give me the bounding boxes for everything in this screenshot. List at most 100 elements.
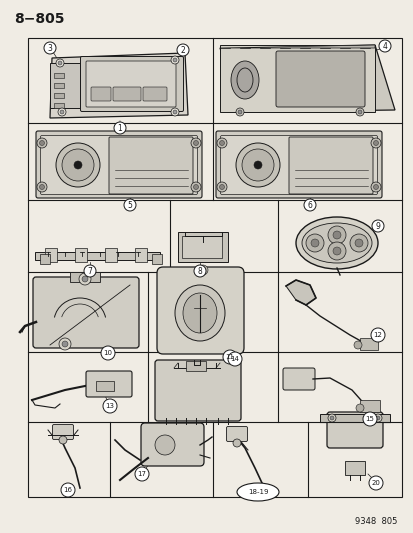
Circle shape	[114, 122, 126, 134]
FancyBboxPatch shape	[33, 277, 139, 348]
Bar	[54, 83, 64, 88]
Circle shape	[74, 161, 82, 169]
FancyBboxPatch shape	[86, 61, 176, 107]
Circle shape	[62, 341, 68, 347]
Ellipse shape	[183, 293, 216, 333]
Circle shape	[37, 138, 47, 148]
FancyBboxPatch shape	[113, 87, 141, 101]
Circle shape	[197, 265, 207, 275]
Circle shape	[371, 220, 383, 232]
Circle shape	[378, 40, 390, 52]
Bar	[35, 252, 159, 260]
Circle shape	[190, 138, 201, 148]
Circle shape	[216, 138, 226, 148]
Circle shape	[171, 56, 178, 64]
Ellipse shape	[295, 217, 377, 269]
FancyBboxPatch shape	[40, 135, 197, 195]
Circle shape	[305, 234, 323, 252]
Circle shape	[303, 199, 315, 211]
Text: 9: 9	[375, 222, 380, 230]
Circle shape	[332, 231, 340, 239]
Circle shape	[60, 110, 64, 114]
Circle shape	[370, 182, 380, 192]
Bar	[178, 232, 228, 262]
Circle shape	[370, 328, 384, 342]
Circle shape	[254, 161, 261, 169]
Circle shape	[327, 414, 335, 422]
Bar	[75, 248, 87, 262]
FancyBboxPatch shape	[275, 51, 364, 107]
FancyBboxPatch shape	[154, 360, 240, 421]
Ellipse shape	[56, 143, 100, 187]
Circle shape	[58, 108, 66, 116]
Circle shape	[349, 234, 367, 252]
Text: 17: 17	[137, 471, 146, 477]
Circle shape	[193, 184, 198, 190]
Text: 1: 1	[117, 124, 122, 133]
Circle shape	[190, 182, 201, 192]
Polygon shape	[219, 45, 374, 48]
Circle shape	[223, 350, 236, 364]
FancyBboxPatch shape	[216, 131, 381, 198]
Bar	[28, 38, 401, 497]
Text: 8: 8	[197, 266, 202, 276]
Ellipse shape	[175, 285, 224, 341]
FancyBboxPatch shape	[109, 137, 192, 194]
Bar	[319, 414, 389, 422]
Circle shape	[362, 412, 376, 426]
Text: 15: 15	[365, 416, 373, 422]
Ellipse shape	[235, 143, 279, 187]
Circle shape	[154, 435, 175, 455]
Text: 4: 4	[382, 42, 387, 51]
Circle shape	[61, 483, 75, 497]
FancyBboxPatch shape	[226, 426, 247, 441]
Text: 16: 16	[63, 487, 72, 493]
FancyBboxPatch shape	[220, 135, 377, 195]
FancyBboxPatch shape	[326, 412, 382, 448]
FancyBboxPatch shape	[52, 424, 74, 440]
Text: 3: 3	[47, 44, 52, 52]
Circle shape	[219, 141, 224, 146]
Circle shape	[82, 276, 88, 282]
Circle shape	[310, 239, 318, 247]
Polygon shape	[285, 280, 315, 305]
Circle shape	[235, 108, 243, 116]
Text: 20: 20	[370, 480, 380, 486]
FancyBboxPatch shape	[91, 87, 111, 101]
Bar	[182, 236, 221, 258]
Circle shape	[327, 226, 345, 244]
Circle shape	[84, 265, 96, 277]
Circle shape	[354, 239, 362, 247]
Circle shape	[58, 61, 62, 65]
Circle shape	[39, 141, 44, 146]
Circle shape	[353, 341, 361, 349]
Ellipse shape	[242, 149, 273, 181]
Circle shape	[59, 338, 71, 350]
Text: 14: 14	[230, 356, 239, 362]
Circle shape	[357, 110, 361, 114]
Circle shape	[171, 108, 178, 116]
Circle shape	[39, 184, 44, 190]
Ellipse shape	[62, 149, 94, 181]
Circle shape	[103, 399, 117, 413]
Circle shape	[193, 141, 198, 146]
Bar	[40, 254, 50, 264]
Ellipse shape	[230, 61, 259, 99]
Circle shape	[135, 467, 149, 481]
FancyBboxPatch shape	[282, 368, 314, 390]
Circle shape	[329, 416, 333, 420]
Circle shape	[44, 42, 56, 54]
Circle shape	[327, 242, 345, 260]
Circle shape	[173, 58, 177, 62]
Bar	[50, 63, 80, 108]
Text: 2: 2	[180, 45, 185, 54]
Circle shape	[373, 414, 381, 422]
FancyBboxPatch shape	[157, 267, 243, 354]
Bar	[70, 272, 100, 282]
FancyBboxPatch shape	[80, 56, 183, 111]
Bar	[45, 248, 57, 262]
Text: 13: 13	[105, 403, 114, 409]
Bar	[152, 254, 161, 264]
Bar	[105, 248, 117, 262]
Circle shape	[177, 44, 189, 56]
